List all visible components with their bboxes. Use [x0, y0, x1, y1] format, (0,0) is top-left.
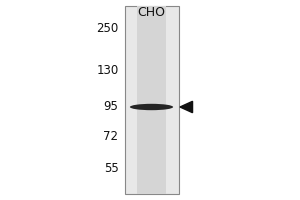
Text: CHO: CHO — [137, 6, 166, 19]
Text: 130: 130 — [96, 64, 118, 77]
Ellipse shape — [130, 104, 173, 110]
Text: 250: 250 — [96, 22, 118, 36]
Text: 95: 95 — [103, 100, 118, 114]
Text: 55: 55 — [104, 162, 119, 176]
Polygon shape — [180, 101, 193, 113]
Text: 72: 72 — [103, 131, 118, 144]
Bar — [124, 6, 178, 194]
Bar — [137, 6, 166, 194]
